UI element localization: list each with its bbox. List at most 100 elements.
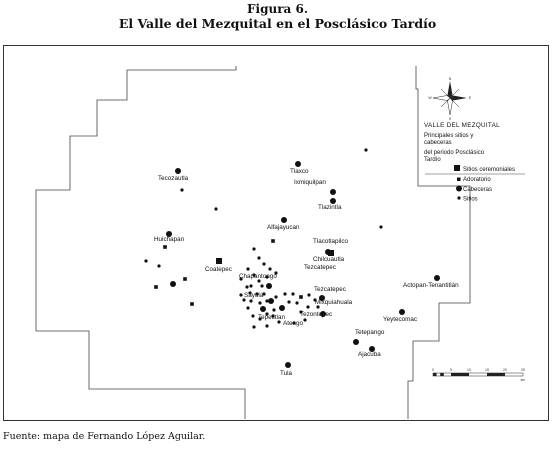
legend-item-1: Adoratorio <box>463 177 491 183</box>
large-circle-site-marker <box>170 281 176 287</box>
large-circle-site-marker <box>330 189 336 195</box>
small-square-site-marker <box>183 277 187 281</box>
small-circle-site-marker <box>268 267 272 271</box>
place-labels: Tecozautla Tlaxco Ixmiquilpan Tlazintla Alfa… <box>154 168 459 377</box>
legend-item-0: Sitios ceremoniales <box>463 167 515 173</box>
legend-item-2: Cabeceras <box>463 187 492 193</box>
site-markers <box>144 148 440 368</box>
large-square-site-marker <box>216 258 222 264</box>
large-circle-site-marker <box>175 168 181 174</box>
compass-n-label: N <box>449 77 452 81</box>
figure-number: Figura 6. <box>247 2 308 16</box>
scale-tick-3: 15 <box>485 368 489 372</box>
small-circle-site-marker <box>379 225 383 229</box>
map-canvas: N S W E VALLE DEL MEZQUITAL Principales … <box>35 66 525 419</box>
place-label-tlazintla: Tlazintla <box>318 204 342 211</box>
small-circle-site-marker <box>313 298 317 302</box>
place-label-tetepango: Tetepango <box>355 329 385 336</box>
small-circle-site-marker <box>274 295 278 299</box>
small-circle-site-marker <box>272 308 276 312</box>
large-circle-site-marker <box>260 306 266 312</box>
legend-small-square-icon <box>457 177 461 181</box>
place-label-ajacuba: Ajacuba <box>358 351 381 358</box>
large-circle-site-marker <box>330 198 336 204</box>
large-circle-site-marker <box>279 305 285 311</box>
small-circle-site-marker <box>260 284 264 288</box>
place-label-tepetitlan: Tepetitlan <box>258 314 285 321</box>
small-circle-site-marker <box>271 314 275 318</box>
small-circle-site-marker <box>180 188 184 192</box>
legend-item-3: Sitios <box>463 197 478 203</box>
scale-bar: 0 5 10 15 20 25 km <box>432 368 525 382</box>
large-circle-site-marker <box>320 311 326 317</box>
small-circle-site-marker <box>257 256 261 260</box>
place-label-ixmiquilpan: Ixmiquilpan <box>294 179 326 186</box>
small-circle-site-marker <box>251 314 255 318</box>
legend-line-3: del periodo Posclásico <box>424 150 485 156</box>
small-circle-site-marker <box>283 292 287 296</box>
small-square-site-marker <box>190 302 194 306</box>
large-circle-site-marker <box>319 295 325 301</box>
large-circle-site-marker <box>281 217 287 223</box>
scale-tick-0: 0 <box>432 368 434 372</box>
small-circle-site-marker <box>246 267 250 271</box>
small-circle-site-marker <box>252 273 256 277</box>
place-label-huichapan: Huichapan <box>154 236 185 243</box>
small-circle-site-marker <box>299 310 303 314</box>
place-label-tezontepec: Tezontepec <box>300 311 332 318</box>
small-circle-site-marker <box>295 301 299 305</box>
small-circle-site-marker <box>262 262 266 266</box>
large-circle-site-marker <box>434 275 440 281</box>
place-label-tezcatepec1: Tezcatepec <box>304 264 336 271</box>
small-circle-site-marker <box>291 292 295 296</box>
small-circle-site-marker <box>274 271 278 275</box>
small-circle-site-marker <box>144 259 148 263</box>
small-circle-site-marker <box>287 300 291 304</box>
large-circle-site-marker <box>166 231 172 237</box>
scale-tick-1: 5 <box>450 368 452 372</box>
place-label-tlacotlapilco: Tlacotlapilco <box>313 238 348 245</box>
place-label-sayula: Sayula <box>244 292 264 299</box>
small-circle-site-marker <box>249 299 253 303</box>
source-note: Fuente: mapa de Fernando López Aguilar. <box>3 431 206 442</box>
compass-w-label: W <box>428 96 432 100</box>
small-circle-site-marker <box>265 324 269 328</box>
place-label-atengo: Atengo <box>283 320 303 327</box>
small-square-site-marker <box>154 285 158 289</box>
small-circle-site-marker <box>252 247 256 251</box>
small-circle-site-marker <box>157 264 161 268</box>
large-circle-site-marker <box>369 346 375 352</box>
small-circle-site-marker <box>246 306 250 310</box>
small-circle-site-marker <box>306 305 310 309</box>
small-circle-site-marker <box>307 293 311 297</box>
small-circle-site-marker <box>364 148 368 152</box>
small-square-site-marker <box>163 245 167 249</box>
place-label-yeytecomac: Yeytecomac <box>383 316 417 323</box>
legend-large-square-icon <box>454 165 460 171</box>
map-legend: VALLE DEL MEZQUITAL Principales sitios y… <box>424 122 525 203</box>
small-circle-site-marker <box>277 320 281 324</box>
large-circle-site-marker <box>268 298 274 304</box>
place-label-tecozautla: Tecozautla <box>158 175 189 182</box>
small-circle-site-marker <box>239 277 243 281</box>
place-label-actopan: Actopan-Tenantitlán <box>403 282 459 289</box>
legend-small-circle-icon <box>457 196 461 200</box>
small-circle-site-marker <box>239 293 243 297</box>
legend-large-circle-icon <box>456 185 462 192</box>
small-circle-site-marker <box>265 299 269 303</box>
small-circle-site-marker <box>248 291 252 295</box>
scale-tick-2: 10 <box>467 368 471 372</box>
large-circle-site-marker <box>266 283 272 289</box>
figure-title: El Valle del Mezquital en el Posclásico … <box>118 16 437 31</box>
small-circle-site-marker <box>265 275 269 279</box>
small-square-site-marker <box>299 295 303 299</box>
small-circle-site-marker <box>242 298 246 302</box>
large-circle-site-marker <box>295 161 301 167</box>
small-circle-site-marker <box>265 312 269 316</box>
place-label-tezcatepec2: Tezcatepec <box>314 286 346 293</box>
scale-unit: km <box>521 378 526 382</box>
legend-title: VALLE DEL MEZQUITAL <box>424 122 500 129</box>
small-circle-site-marker <box>255 292 259 296</box>
legend-line-2: cabeceras <box>424 140 452 146</box>
place-label-coatepec: Coatepec <box>205 266 232 273</box>
